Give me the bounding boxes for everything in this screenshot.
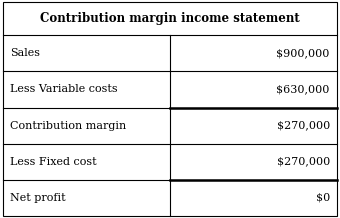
Text: $270,000: $270,000 (276, 121, 330, 131)
Text: Contribution margin income statement: Contribution margin income statement (40, 12, 300, 25)
Text: $0: $0 (316, 193, 330, 203)
Text: $630,000: $630,000 (276, 84, 330, 94)
Text: Sales: Sales (10, 48, 40, 58)
Text: Less Variable costs: Less Variable costs (10, 84, 118, 94)
Text: Less Fixed cost: Less Fixed cost (10, 157, 97, 167)
Text: Net profit: Net profit (10, 193, 66, 203)
Text: Contribution margin: Contribution margin (10, 121, 126, 131)
Text: $270,000: $270,000 (276, 157, 330, 167)
Text: $900,000: $900,000 (276, 48, 330, 58)
